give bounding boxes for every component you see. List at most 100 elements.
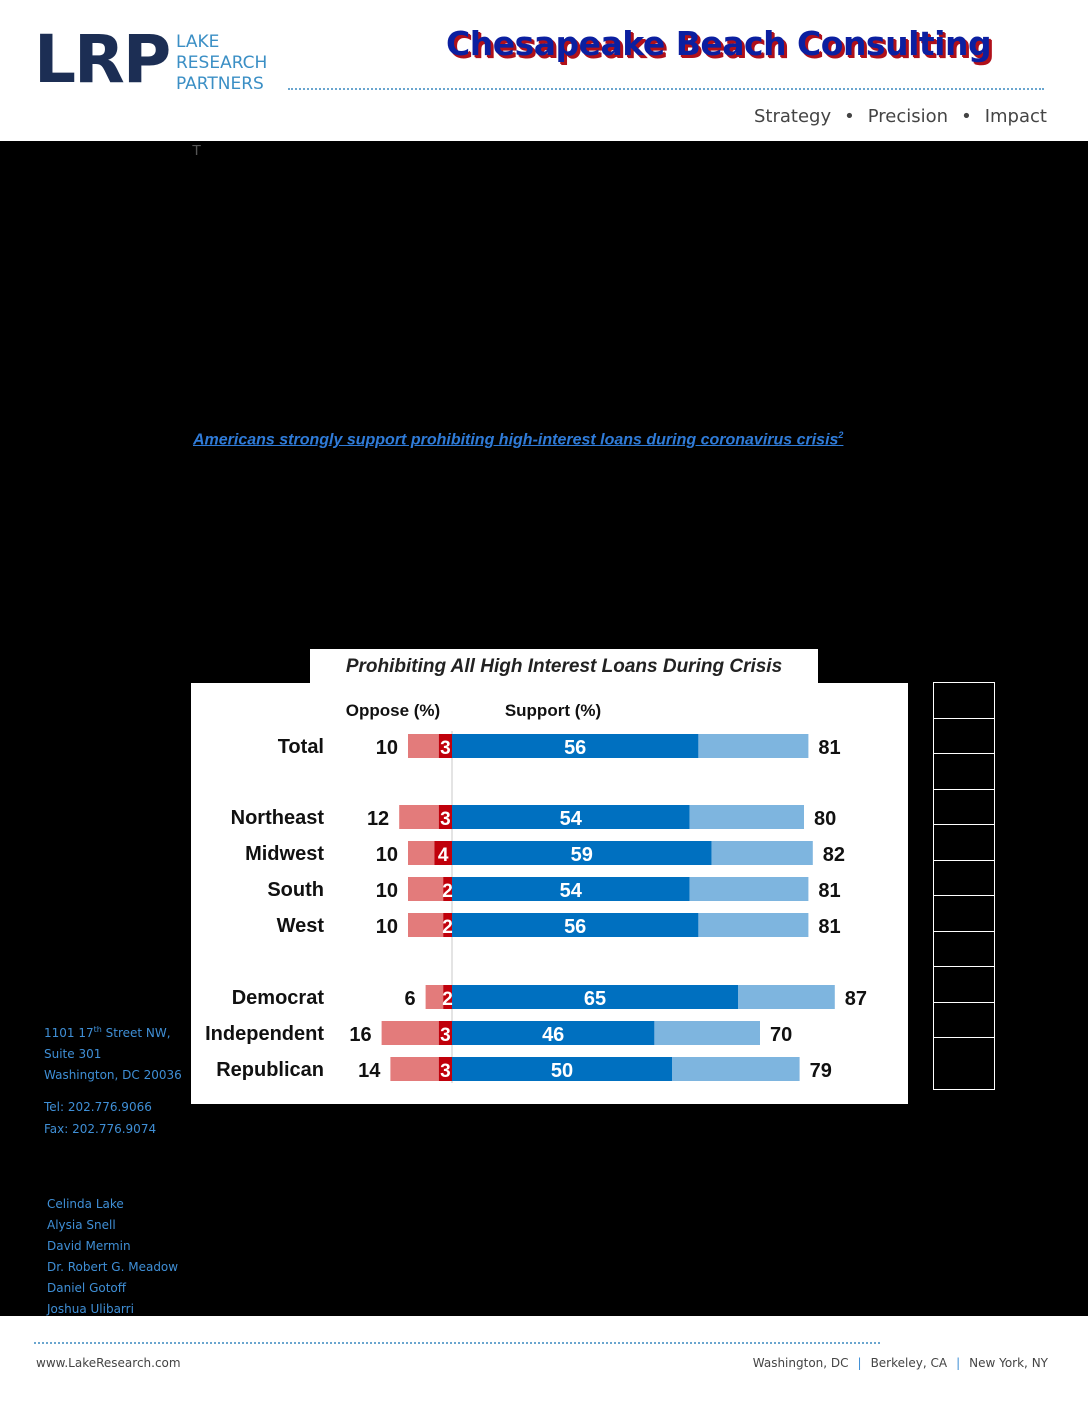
strong-support-label: 59 [571, 844, 593, 866]
strong-support-label: 56 [564, 916, 586, 938]
address-line-1: 1101 17th Street NW, [44, 1025, 171, 1040]
city-separator: | [857, 1356, 862, 1370]
staff-name: David Mermin [47, 1239, 131, 1253]
tagline-precision: Precision [867, 106, 949, 127]
footer-divider [34, 1342, 880, 1344]
side-table-cell [934, 754, 994, 790]
diverging-bar-chart: Oppose (%) Support (%) Total 10 3 56 81 North… [205, 701, 867, 1083]
address-line-3: Washington, DC 20036 [44, 1068, 182, 1082]
address-line-2: Suite 301 [44, 1047, 102, 1061]
chart-title-box [310, 649, 818, 685]
strong-support-label: 50 [551, 1060, 573, 1082]
tagline-strategy: Strategy [754, 106, 832, 127]
strong-support-label: 54 [560, 880, 583, 902]
tagline: Strategy • Precision • Impact [754, 106, 1047, 127]
partner-logo: Chesapeake Beach Consulting [446, 24, 992, 63]
oppose-total-label: 12 [367, 808, 389, 830]
footer-url[interactable]: www.LakeResearch.com [36, 1356, 181, 1370]
strong-support-bar [452, 1057, 672, 1081]
category-label: Republican [216, 1059, 324, 1081]
support-total-label: 81 [818, 880, 840, 902]
stray-text: T [192, 142, 202, 159]
oppose-total-label: 10 [376, 737, 398, 759]
strong-oppose-label: 2 [442, 917, 453, 938]
side-table-cell [934, 683, 994, 719]
tagline-separator: • [961, 106, 972, 127]
city-separator: | [956, 1356, 961, 1370]
city-washington: Washington, DC [752, 1356, 849, 1370]
telephone: Tel: 202.776.9066 [44, 1100, 152, 1114]
support-bar [698, 734, 809, 758]
oppose-bar [390, 1057, 439, 1081]
strong-support-bar [452, 805, 690, 829]
strong-support-bar [452, 841, 712, 865]
support-total-label: 79 [810, 1060, 832, 1082]
oppose-bar [408, 877, 444, 901]
oppose-bar [408, 913, 444, 937]
category-label: Total [278, 736, 324, 758]
support-bar [738, 985, 835, 1009]
strong-support-bar [452, 1021, 655, 1045]
support-total-label: 87 [845, 988, 867, 1010]
support-bar [698, 913, 809, 937]
oppose-bar [425, 985, 444, 1009]
oppose-total-label: 10 [376, 844, 398, 866]
strong-oppose-bar [434, 841, 452, 865]
strong-oppose-bar [443, 985, 452, 1009]
side-table-cell [934, 861, 994, 896]
category-label: Democrat [232, 987, 325, 1009]
tagline-separator: • [844, 106, 855, 127]
side-table-cell [934, 825, 994, 861]
staff-list: Celinda Lake Alysia Snell David Mermin D… [47, 1194, 178, 1320]
footnote-marker: 2 [838, 430, 844, 440]
strong-oppose-bar [438, 1021, 452, 1045]
chart-title: Prohibiting All High Interest Loans Duri… [345, 656, 783, 677]
strong-support-label: 56 [564, 737, 586, 759]
page-footer: www.LakeResearch.com Washington, DC | Berk… [0, 1316, 1088, 1408]
strong-oppose-label: 3 [440, 738, 451, 759]
lrp-logo-wordmark: LAKE RESEARCH PARTNERS [176, 32, 267, 95]
staff-name: Celinda Lake [47, 1197, 124, 1211]
bars-group: Total 10 3 56 81 Northeast 12 3 54 80 Midwest 10 4 59… [205, 734, 867, 1082]
oppose-header: Oppose (%) [346, 701, 440, 720]
logo-line-1: LAKE [176, 32, 220, 52]
category-label: Independent [205, 1023, 324, 1045]
staff-name: Dr. Robert G. Meadow [47, 1260, 179, 1274]
side-table-cell [934, 932, 994, 967]
footer-cities: Washington, DC | Berkeley, CA | New York, NY [753, 1356, 1048, 1370]
strong-oppose-bar [438, 734, 452, 758]
strong-oppose-bar [443, 877, 452, 901]
oppose-total-label: 14 [358, 1060, 381, 1082]
support-header: Support (%) [505, 701, 601, 720]
support-total-label: 70 [770, 1024, 792, 1046]
office-address: 1101 17th Street NW, Suite 301 Washingto… [44, 1019, 182, 1086]
support-total-label: 81 [818, 737, 840, 759]
strong-oppose-label: 3 [440, 1061, 451, 1082]
city-new-york: New York, NY [969, 1356, 1048, 1370]
strong-support-bar [452, 734, 699, 758]
chart-source-link[interactable]: Americans strongly support prohibiting h… [193, 430, 843, 449]
city-berkeley: Berkeley, CA [870, 1356, 948, 1370]
strong-oppose-bar [438, 1057, 452, 1081]
side-table-cell [934, 790, 994, 825]
strong-support-label: 46 [542, 1024, 564, 1046]
oppose-bar [381, 1021, 439, 1045]
category-label: Midwest [245, 843, 324, 865]
side-table-cell [934, 719, 994, 754]
strong-oppose-label: 3 [440, 809, 451, 830]
category-label: West [277, 915, 325, 937]
fax: Fax: 202.776.9074 [44, 1122, 157, 1136]
chart-area: Oppose (%) Support (%) Total 10 3 56 81 North… [191, 683, 908, 1104]
support-total-label: 80 [814, 808, 836, 830]
support-bar [672, 1057, 800, 1081]
support-total-label: 82 [823, 844, 845, 866]
oppose-bar [408, 841, 435, 865]
side-table [933, 682, 995, 1090]
logo-line-2: RESEARCH [176, 53, 268, 73]
support-bar [654, 1021, 760, 1045]
strong-support-label: 65 [584, 988, 606, 1010]
support-total-label: 81 [818, 916, 840, 938]
chart-source-link-text[interactable]: Americans strongly support prohibiting h… [193, 431, 839, 449]
header-divider [288, 88, 1044, 90]
logo-line-3: PARTNERS [176, 74, 264, 94]
